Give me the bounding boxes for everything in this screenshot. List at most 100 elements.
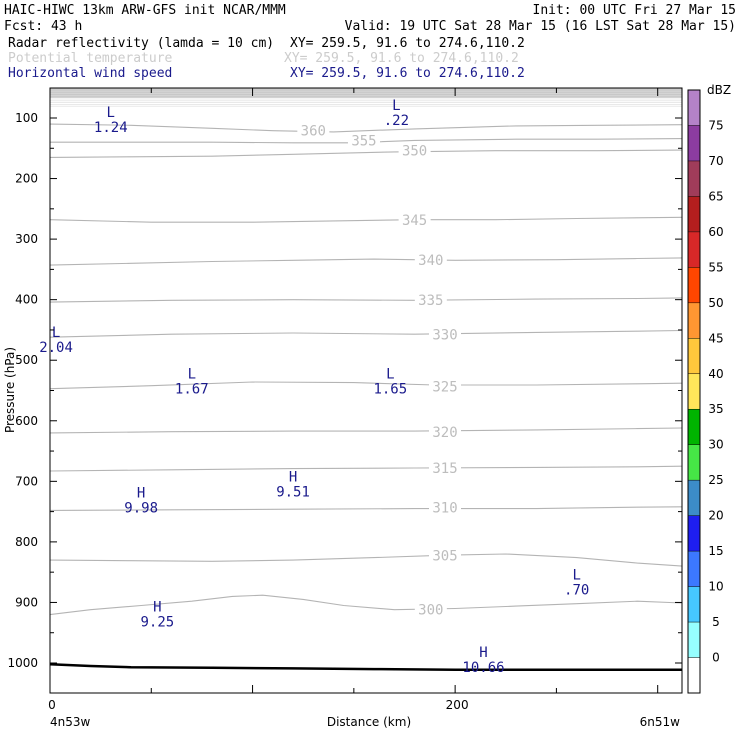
theta-label-335: 335 bbox=[418, 293, 443, 309]
colorbar-level-label: 45 bbox=[708, 331, 723, 345]
colorbar-unit: dBZ bbox=[707, 83, 731, 97]
colorbar-level-label: 10 bbox=[708, 580, 723, 594]
theta-label-355: 355 bbox=[351, 134, 376, 150]
wind-extremum-type: L bbox=[107, 105, 115, 121]
wind-extremum-value: 9.51 bbox=[276, 484, 310, 500]
wind-extremum-value: 1.24 bbox=[94, 120, 128, 136]
y-tick-label: 700 bbox=[15, 474, 38, 488]
theta-label-340: 340 bbox=[418, 253, 443, 269]
wind-extremum-type: H bbox=[289, 469, 297, 485]
colorbar-swatch bbox=[688, 267, 700, 303]
colorbar-level-label: 75 bbox=[708, 118, 723, 132]
theta-label-bg bbox=[297, 123, 330, 138]
colorbar-level-label: 60 bbox=[708, 225, 723, 239]
colorbar-swatch bbox=[688, 515, 700, 552]
colorbar-swatch bbox=[688, 338, 700, 374]
y-tick-label: 600 bbox=[15, 414, 38, 428]
theta-contour-310 bbox=[49, 506, 683, 511]
colorbar-swatch bbox=[688, 480, 700, 516]
colorbar-level-label: 30 bbox=[708, 438, 723, 452]
wind-extremum-value: 10.66 bbox=[462, 660, 504, 676]
field-wind-name: Horizontal wind speed bbox=[8, 66, 172, 81]
theta-label-bg bbox=[414, 252, 447, 267]
colorbar-level-label: 35 bbox=[708, 402, 723, 416]
y-tick-label: 200 bbox=[15, 172, 38, 186]
field-reflectivity-name: Radar reflectivity (lamda = 10 cm) bbox=[8, 36, 274, 51]
theta-label-325: 325 bbox=[432, 379, 457, 395]
colorbar-swatch bbox=[688, 196, 700, 232]
theta-contour-340 bbox=[49, 257, 683, 266]
y-tick-label: 800 bbox=[15, 535, 38, 549]
theta-label-350: 350 bbox=[402, 143, 427, 159]
theta-contour-330 bbox=[49, 329, 683, 338]
wind-extremum-value: 9.98 bbox=[124, 501, 158, 517]
theta-contour-360 bbox=[49, 123, 683, 133]
colorbar-level-label: 50 bbox=[708, 296, 723, 310]
colorbar-level-label: 15 bbox=[708, 544, 723, 558]
x-left-location: 4n53w bbox=[50, 715, 91, 729]
x-tick-label: 200 bbox=[446, 698, 469, 712]
theta-contour-300 bbox=[49, 594, 683, 616]
wind-extremum-type: L bbox=[572, 567, 580, 583]
x-tick-label: 0 bbox=[48, 698, 56, 712]
theta-label-bg bbox=[398, 212, 431, 227]
plot-area: 300 305 310 315 320 325 330 335 340 345 350 355 360 L… bbox=[39, 88, 683, 676]
y-tick-label: 900 bbox=[15, 595, 38, 609]
wind-extremum-type: L bbox=[392, 98, 400, 114]
y-tick-label: 100 bbox=[15, 111, 38, 125]
colorbar-swatch bbox=[688, 586, 700, 623]
theta-label-bg bbox=[398, 143, 431, 158]
theta-label-bg bbox=[429, 548, 461, 563]
colorbar-swatch bbox=[688, 657, 700, 693]
forecast-hour: Fcst: 43 h bbox=[4, 19, 82, 34]
wind-extremum-value: .70 bbox=[564, 582, 589, 598]
theta-contour-320 bbox=[49, 427, 683, 434]
theta-label-bg bbox=[414, 292, 447, 307]
colorbar-swatch bbox=[688, 551, 700, 587]
init-time: Init: 00 UTC Fri 27 Mar 15 bbox=[533, 3, 737, 18]
theta-label-345: 345 bbox=[402, 213, 427, 229]
theta-contour-350 bbox=[49, 149, 683, 158]
theta-contour-315 bbox=[49, 465, 683, 472]
y-axis-label: Pressure (hPa) bbox=[3, 347, 17, 433]
theta-label-315: 315 bbox=[432, 461, 457, 477]
colorbar-swatch bbox=[688, 160, 700, 197]
theta-label-bg bbox=[429, 327, 461, 342]
field-theta-name: Potential temperature bbox=[8, 51, 173, 66]
title-left: HAIC-HIWC 13km ARW-GFS init NCAR/MMM bbox=[4, 3, 286, 18]
colorbar-level-label: 65 bbox=[708, 189, 723, 203]
wind-extremum-value: 9.25 bbox=[140, 615, 174, 631]
theta-label-305: 305 bbox=[432, 548, 457, 564]
theta-label-bg bbox=[429, 379, 461, 394]
colorbar-swatch bbox=[688, 373, 700, 410]
colorbar-level-label: 55 bbox=[708, 260, 723, 274]
theta-label-bg bbox=[347, 133, 380, 148]
colorbar-level-label: 25 bbox=[708, 473, 723, 487]
colorbar-swatch bbox=[688, 125, 700, 161]
colorbar-level-label: 70 bbox=[708, 154, 723, 168]
wind-extremum-value: 2.04 bbox=[39, 340, 73, 356]
theta-label-bg bbox=[429, 424, 461, 439]
wind-extremum-type: L bbox=[188, 366, 196, 382]
colorbar: 0 5 10 15 20 25 30 35 40 45 50 55 60 65 70 75 bbox=[687, 89, 724, 694]
x-right-location: 6n51w bbox=[640, 715, 681, 729]
theta-contour-305 bbox=[49, 553, 683, 567]
wind-extremum-type: H bbox=[479, 645, 487, 661]
colorbar-swatch bbox=[688, 90, 700, 126]
colorbar-level-label: 5 bbox=[712, 615, 720, 629]
colorbar-swatch bbox=[688, 622, 700, 658]
theta-label-320: 320 bbox=[432, 425, 457, 441]
theta-label-360: 360 bbox=[301, 123, 326, 139]
field-theta-xy: XY= 259.5, 91.6 to 274.6,110.2 bbox=[284, 51, 519, 66]
wind-extremum-value: .22 bbox=[384, 113, 409, 129]
theta-label-bg bbox=[429, 500, 461, 515]
theta-label-330: 330 bbox=[432, 327, 457, 343]
y-tick-label: 500 bbox=[15, 353, 38, 367]
theta-label-bg bbox=[429, 461, 461, 476]
wind-extremum-type: H bbox=[137, 486, 145, 502]
colorbar-swatch bbox=[688, 444, 700, 481]
field-wind-xy: XY= 259.5, 91.6 to 274.6,110.2 bbox=[290, 66, 525, 81]
theta-contour-345 bbox=[49, 216, 683, 223]
theta-label-310: 310 bbox=[432, 501, 457, 517]
